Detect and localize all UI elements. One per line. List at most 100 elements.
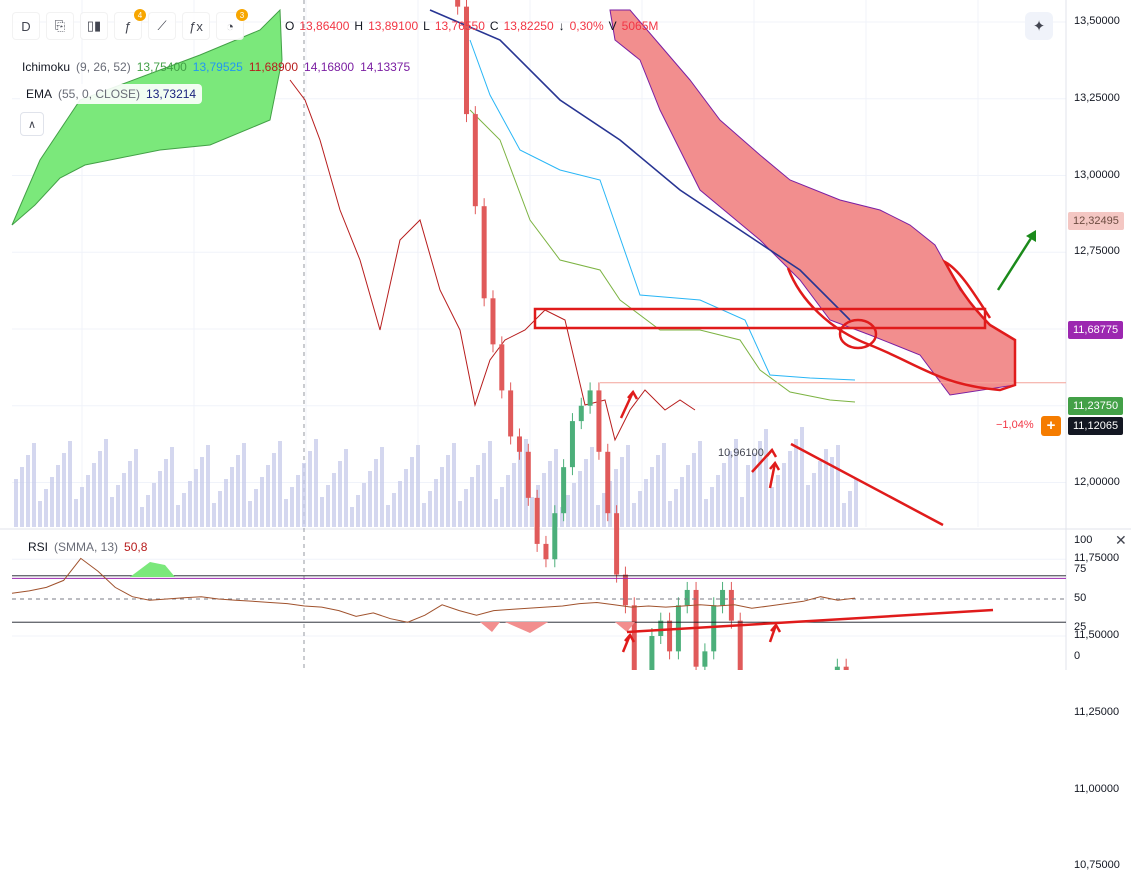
volume-bar	[554, 449, 558, 527]
drawing-icon[interactable]: ⟋	[148, 12, 176, 40]
volume-bar	[134, 449, 138, 527]
volume-bar	[152, 483, 156, 527]
ichimoku-value: 13,75400	[136, 60, 187, 74]
volume-bar	[92, 463, 96, 527]
rsi-overbought-fill	[130, 562, 175, 577]
volume-bar	[746, 465, 750, 527]
volume-bar	[20, 467, 24, 527]
volume-bar	[848, 491, 852, 527]
candle-body	[596, 390, 602, 452]
volume-bar	[626, 445, 630, 527]
volume-bar	[590, 447, 594, 527]
drawn-trend-line	[790, 442, 944, 527]
ohlc-legend: O 13,86400 H 13,89100 L 13,76550 C 13,82250 ↓ 0,3…	[285, 19, 658, 33]
volume-bar	[824, 449, 828, 527]
rsi-legend[interactable]: RSI (SMMA, 13) 50,8	[28, 540, 147, 554]
volume-bar	[482, 453, 486, 527]
volume-bar	[386, 505, 390, 527]
candle-type-icon[interactable]: ▯▮	[80, 12, 108, 40]
candle-body	[737, 620, 743, 670]
kijun-line	[469, 39, 856, 381]
volume-bar	[500, 487, 504, 527]
volume-bar	[584, 459, 588, 527]
volume-bar	[110, 497, 114, 527]
volume-bar	[44, 489, 48, 527]
volume-bar	[236, 455, 240, 527]
volume-bar	[14, 479, 18, 527]
volume-bar	[392, 493, 396, 527]
volume-bar	[686, 465, 690, 527]
ohlc-key: ↓	[558, 19, 565, 33]
drawn-up-arrow	[996, 231, 1037, 291]
volume-bar	[680, 477, 684, 527]
volume-bar	[272, 453, 276, 527]
ema-legend[interactable]: EMA (55, 0, CLOSE) 13,73214	[20, 84, 203, 104]
volume-bar	[776, 475, 780, 527]
volume-bar	[512, 463, 516, 527]
ichimoku-params: (9, 26, 52)	[76, 60, 131, 74]
volume-bar	[374, 459, 378, 527]
drawn-rsi-trend-line	[626, 608, 994, 634]
alert-icon[interactable]: ◔ 3	[216, 9, 248, 40]
chart-canvas[interactable]	[0, 0, 1131, 670]
chikou-line	[289, 79, 696, 442]
volume-bar	[476, 465, 480, 527]
volume-bar	[230, 467, 234, 527]
volume-bar	[128, 461, 132, 527]
volume-bar	[662, 443, 666, 527]
candle-body	[481, 206, 487, 299]
volume-bar	[242, 443, 246, 527]
price-axis-label: 11,75000	[1074, 552, 1120, 565]
volume-bar	[74, 499, 78, 527]
volume-bar	[794, 439, 798, 527]
volume-bar	[596, 505, 600, 527]
ichimoku-legend[interactable]: Ichimoku (9, 26, 52) 13,75400 13,79525 11,…	[22, 60, 410, 74]
add-plus-button[interactable]: +	[1041, 416, 1061, 436]
volume-bar	[182, 493, 186, 527]
ohlc-key: L	[423, 19, 430, 33]
candle-body	[649, 636, 655, 670]
volume-bar	[758, 441, 762, 527]
volume-bar	[398, 481, 402, 527]
volume-bar	[452, 443, 456, 527]
volume-bar	[578, 471, 582, 527]
indicator-lines	[289, 9, 856, 442]
volume-bar	[806, 485, 810, 527]
ohlc-value: 13,76550	[434, 19, 485, 33]
volume-bar	[380, 447, 384, 527]
volume-bar	[368, 471, 372, 527]
volume-bar	[314, 439, 318, 527]
volume-bar	[218, 491, 222, 527]
candle-body	[631, 605, 637, 670]
volume-bar	[326, 485, 330, 527]
candle-body	[587, 390, 593, 406]
volume-bar	[200, 457, 204, 527]
volume-bar	[440, 467, 444, 527]
ohlc-value: 0,30%	[569, 19, 604, 33]
function-icon[interactable]: ƒx	[182, 12, 210, 40]
collapse-legend-button[interactable]: ∧	[20, 112, 44, 136]
rsi-axis-label: 50	[1074, 592, 1087, 604]
compare-icon[interactable]: ⎘	[46, 12, 74, 40]
volume-bar	[656, 455, 660, 527]
rsi-pane	[11, 557, 1066, 633]
volume-bar	[356, 495, 360, 527]
volume-bar	[614, 469, 618, 527]
volume-bar	[428, 491, 432, 527]
candle-body	[463, 6, 469, 115]
volume-bar	[836, 445, 840, 527]
volume-bar	[854, 479, 858, 527]
cursor-price-tag: 11,12065	[1068, 417, 1124, 435]
volume-bar	[650, 467, 654, 527]
sparkle-icon[interactable]: ✦	[1025, 12, 1053, 40]
volume-bar	[104, 439, 108, 527]
interval-button[interactable]: D	[12, 12, 40, 40]
drawn-arrow-head	[769, 460, 781, 471]
volume-bar	[422, 503, 426, 527]
volume-bar	[362, 483, 366, 527]
volume-bar	[716, 475, 720, 527]
horizontal-levels	[12, 382, 1066, 579]
close-rsi-icon[interactable]: ✕	[1115, 532, 1127, 548]
